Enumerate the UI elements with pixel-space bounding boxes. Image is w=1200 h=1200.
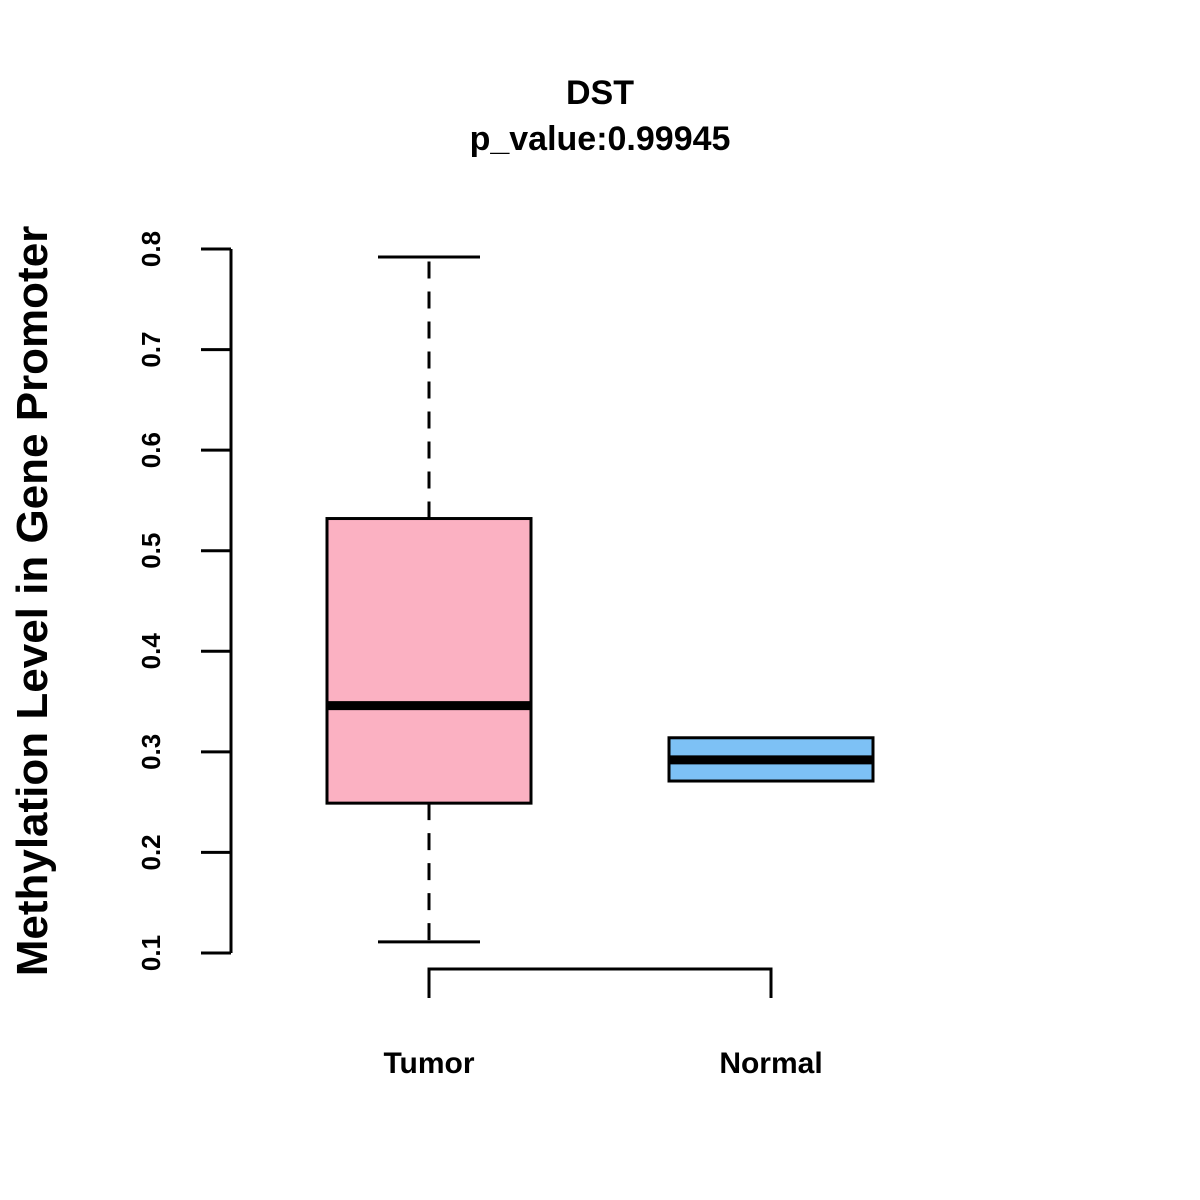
box-normal: [667, 736, 875, 783]
box-tumor: [325, 255, 533, 944]
y-axis: 0.1 0.2 0.3 0.4 0.5 0.6 0.7 0.8: [136, 231, 233, 971]
box-iqr: [325, 517, 533, 805]
y-tick-label: 0.1: [136, 935, 166, 971]
y-tick-label: 0.6: [136, 432, 166, 468]
x-category-label: Normal: [719, 1047, 822, 1080]
y-tick-label: 0.8: [136, 231, 166, 267]
y-tick-label: 0.5: [136, 533, 166, 569]
x-category-label: Tumor: [383, 1047, 474, 1080]
chart-title: DST: [566, 74, 634, 112]
y-tick-label: 0.3: [136, 734, 166, 770]
y-tick-label: 0.2: [136, 834, 166, 870]
y-tick-label: 0.7: [136, 331, 166, 367]
y-tick-label: 0.4: [136, 633, 166, 670]
x-axis: Tumor Normal: [383, 967, 823, 1080]
chart-subtitle: p_value:0.99945: [470, 120, 731, 158]
y-axis-label: Methylation Level in Gene Promoter: [8, 226, 57, 977]
box-series: [325, 255, 875, 944]
